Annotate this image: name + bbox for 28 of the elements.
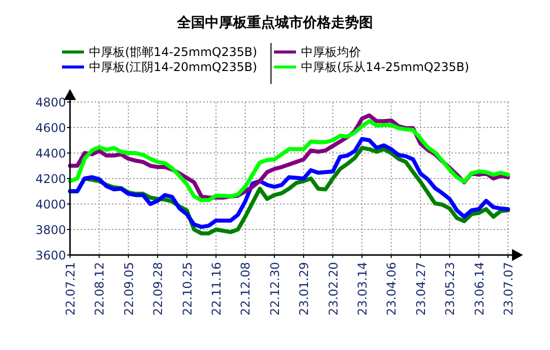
x-tick-label: 22.11.16 [210, 262, 224, 316]
x-tick-label: 22.12.08 [238, 262, 253, 316]
y-tick-label: 4400 [35, 146, 66, 160]
x-tick-label: 23.05.23 [443, 262, 458, 316]
y-tick-label: 4600 [35, 121, 66, 135]
legend-label: 中厚板均价 [301, 45, 361, 59]
x-tick-label: 22.12.30 [268, 262, 282, 316]
x-tick-label: 23.04.27 [414, 262, 428, 316]
y-tick-label: 4800 [35, 96, 66, 110]
x-tick-label: 23.04.06 [384, 262, 399, 316]
y-tick-label: 4200 [35, 172, 66, 186]
y-tick-label: 3800 [35, 223, 66, 237]
legend-label: 中厚板(江阴14-20mmQ235B) [89, 60, 258, 74]
legend-label: 中厚板(乐从14-25mmQ235B) [301, 60, 470, 74]
x-tick-label: 22.09.05 [122, 262, 136, 316]
x-tick-label: 23.06.14 [472, 262, 486, 316]
x-tick-label: 22.09.28 [151, 262, 166, 316]
x-tick-label: 23.02.20 [326, 262, 340, 316]
legend-label: 中厚板(邯郸14-25mmQ235B) [89, 45, 258, 59]
y-tick-label: 3600 [35, 248, 66, 262]
x-tick-label: 22.10.25 [180, 262, 194, 316]
x-tick-label: 23.07.07 [502, 262, 516, 316]
y-tick-label: 4000 [35, 198, 66, 212]
chart-title: 全国中厚板重点城市价格走势图 [176, 14, 373, 31]
x-tick-label: 23.01.29 [297, 262, 312, 316]
x-tick-label: 22.08.12 [92, 262, 107, 316]
x-tick-label: 23.03.14 [356, 262, 370, 316]
x-tick-label: 22.07.21 [64, 262, 78, 316]
